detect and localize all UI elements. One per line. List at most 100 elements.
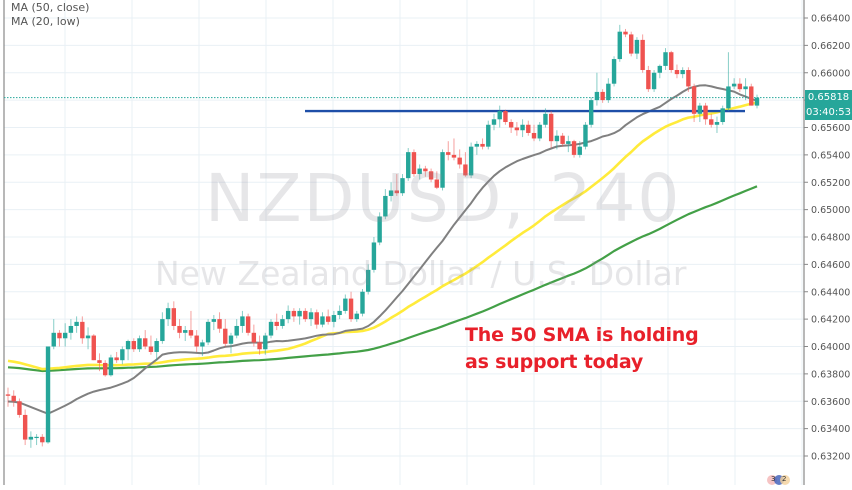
candle: [217, 319, 222, 329]
candle: [468, 146, 474, 176]
candle: [331, 315, 337, 322]
candle: [440, 152, 445, 188]
candle: [274, 321, 279, 326]
candle: [268, 321, 274, 336]
legend-ma20[interactable]: MA (20, low): [11, 15, 80, 28]
candle: [663, 52, 668, 66]
candle: [51, 332, 56, 347]
candle: [709, 119, 714, 125]
last-price-label: 0.65818: [805, 90, 852, 105]
candle: [657, 65, 663, 73]
candle: [348, 298, 354, 320]
candle: [463, 164, 468, 176]
candle: [446, 152, 451, 155]
candle: [400, 178, 405, 194]
candle: [560, 135, 565, 144]
candle: [680, 70, 685, 75]
candle: [526, 124, 531, 133]
candle: [640, 39, 645, 71]
candle: [548, 113, 554, 142]
price-tick-label: 0.66400: [811, 14, 850, 25]
candle: [623, 31, 628, 35]
candle: [537, 124, 542, 139]
price-tick-label: 0.64200: [811, 315, 850, 326]
legend-ma50[interactable]: MA (50, close): [11, 1, 90, 14]
candle: [451, 154, 457, 158]
candle: [417, 168, 422, 175]
candle: [691, 86, 697, 114]
candle: [137, 338, 142, 350]
svg-text:3: 3: [771, 475, 775, 483]
candle: [240, 316, 245, 326]
watermark-symbol: NZDUSD, 240: [205, 160, 682, 237]
candle: [423, 168, 428, 172]
annotation-line-2: as support today: [465, 351, 644, 373]
candle: [297, 310, 302, 317]
candle: [486, 124, 491, 147]
candle: [674, 70, 680, 75]
price-tick-label: 0.63800: [811, 369, 850, 380]
tradingview-logo-icon: 3 2: [765, 472, 791, 485]
candle: [428, 171, 434, 180]
candle: [743, 86, 748, 90]
grid: [4, 0, 804, 485]
candle: [434, 179, 440, 188]
price-tick-label: 0.63400: [811, 424, 850, 435]
candle: [474, 143, 480, 147]
candle: [74, 321, 79, 326]
candle: [303, 310, 308, 320]
candle: [577, 146, 582, 155]
candle: [5, 394, 11, 396]
watermark-description: New Zealand Dollar / U.S. Dollar: [155, 254, 687, 293]
price-tick-label: 0.65600: [811, 123, 850, 134]
candle: [480, 143, 485, 147]
price-tick-label: 0.63600: [811, 397, 850, 408]
candle: [571, 141, 577, 155]
candle: [314, 312, 319, 325]
candle: [360, 291, 365, 314]
candle: [503, 111, 508, 123]
candle: [406, 152, 411, 179]
candle: [646, 70, 651, 90]
candle: [85, 335, 91, 339]
candle: [337, 310, 342, 316]
price-axis[interactable]: 0.664000.662000.660000.658000.656000.654…: [804, 14, 850, 463]
candle: [394, 190, 399, 194]
candle: [703, 105, 708, 120]
candle: [257, 342, 262, 350]
candle: [583, 124, 588, 147]
candle: [588, 100, 594, 125]
candle: [285, 310, 291, 320]
candle: [34, 436, 39, 439]
candle: [102, 362, 108, 376]
candle: [114, 357, 119, 361]
price-tick-label: 0.64000: [811, 342, 850, 353]
candle: [714, 122, 720, 125]
price-tick-label: 0.65200: [811, 178, 850, 189]
candle: [411, 152, 417, 175]
candle: [211, 319, 217, 322]
candle: [366, 269, 371, 292]
candle: [697, 105, 703, 114]
candle: [154, 341, 159, 352]
candle: [617, 31, 622, 60]
candle: [611, 59, 617, 84]
chart-annotation: The 50 SMA is holding as support today: [465, 322, 699, 376]
candle: [183, 330, 188, 333]
price-tick-label: 0.63200: [811, 452, 850, 463]
candle: [388, 190, 394, 196]
ma20-line: [7, 84, 758, 415]
candle: [491, 119, 497, 125]
candle: [57, 332, 62, 339]
candle: [62, 332, 68, 339]
price-tick-label: 0.64600: [811, 260, 850, 271]
candle: [731, 83, 737, 87]
candle: [508, 122, 514, 128]
candle: [594, 91, 600, 101]
candle: [497, 111, 502, 120]
candle: [377, 216, 382, 243]
price-tick-label: 0.65000: [811, 205, 850, 216]
candle: [308, 312, 314, 320]
